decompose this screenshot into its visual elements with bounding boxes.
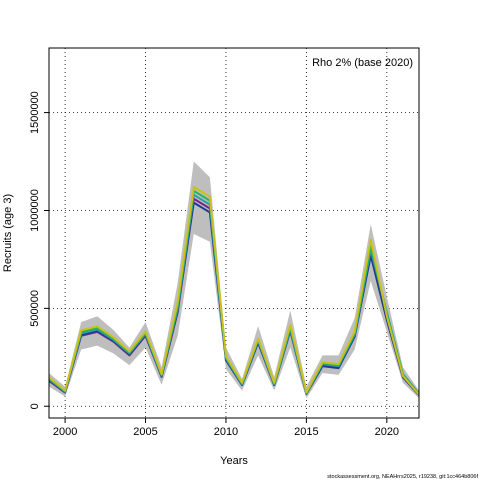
x-tick-label: 2005 <box>133 426 157 438</box>
y-tick-label: 1000000 <box>29 189 41 232</box>
x-tick-label: 2000 <box>53 426 77 438</box>
x-tick-label: 2020 <box>375 426 399 438</box>
x-tick-label: 2010 <box>214 426 238 438</box>
y-tick-label: 1500000 <box>29 91 41 134</box>
plot-frame <box>48 47 420 419</box>
x-tick-label: 2015 <box>294 426 318 438</box>
axes: 2000 2005 2010 2015 2020 0 500000 1000000 150000… <box>29 91 399 438</box>
chart-annotation: Rho 2% (base 2020) <box>312 57 413 69</box>
credit-text: stockassessment.org, NEAHrrs2025, r19238… <box>327 474 478 480</box>
x-axis-title: Years <box>220 455 248 467</box>
y-tick-label: 500000 <box>29 290 41 327</box>
y-tick-label: 0 <box>29 403 41 409</box>
y-axis-title: Recruits (age 3) <box>2 194 14 272</box>
series-lines <box>48 185 420 396</box>
series-line-5 <box>48 185 420 396</box>
